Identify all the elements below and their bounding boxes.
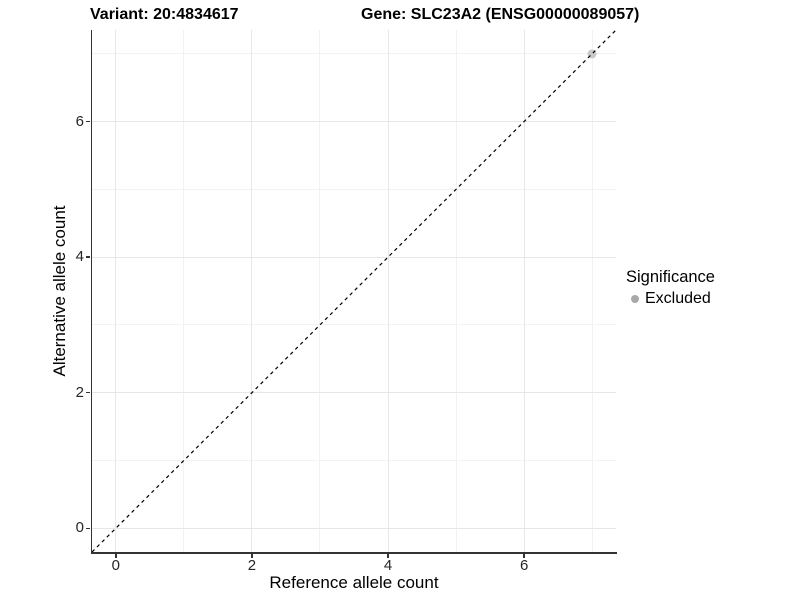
y-axis-tick bbox=[86, 527, 90, 530]
y-minor-gridline bbox=[92, 324, 616, 326]
x-minor-gridline bbox=[455, 30, 457, 552]
plot-panel bbox=[92, 30, 616, 552]
y-axis-line bbox=[90, 30, 93, 552]
x-axis-tick bbox=[251, 554, 253, 558]
x-tick-label: 0 bbox=[111, 557, 120, 574]
x-tick-label: 6 bbox=[519, 557, 529, 574]
y-tick-label: 2 bbox=[75, 383, 84, 401]
y-major-gridline bbox=[92, 256, 616, 258]
excluded-point-icon bbox=[630, 295, 639, 303]
y-axis-tick bbox=[86, 256, 90, 258]
x-major-gridline bbox=[251, 30, 253, 552]
y-major-gridline bbox=[92, 121, 616, 123]
legend-key bbox=[626, 291, 643, 308]
y-major-gridline bbox=[92, 392, 616, 394]
x-axis-line bbox=[90, 552, 617, 554]
x-major-gridline bbox=[115, 30, 117, 552]
y-axis-title: Alternative allele count bbox=[50, 205, 69, 377]
x-tick-label: 2 bbox=[247, 557, 257, 574]
legend-item-excluded: Excluded bbox=[626, 290, 715, 308]
y-tick-label: 4 bbox=[75, 248, 84, 266]
x-minor-gridline bbox=[319, 30, 321, 552]
x-major-gridline bbox=[387, 30, 389, 552]
data-point bbox=[587, 49, 597, 59]
y-axis-tick bbox=[86, 120, 90, 123]
x-tick-label: 4 bbox=[383, 557, 393, 574]
y-tick-label: 6 bbox=[75, 112, 84, 130]
legend-item-label: Excluded bbox=[645, 290, 711, 307]
legend: Significance Excluded bbox=[626, 268, 715, 308]
identity-line bbox=[92, 30, 616, 552]
x-major-gridline bbox=[523, 30, 525, 552]
y-minor-gridline bbox=[92, 53, 616, 55]
y-minor-gridline bbox=[92, 459, 616, 461]
x-axis-tick bbox=[387, 554, 389, 558]
y-major-gridline bbox=[92, 527, 616, 529]
x-minor-gridline bbox=[591, 30, 593, 552]
legend-title: Significance bbox=[626, 268, 715, 286]
plot-title-variant: Variant: 20:4834617 bbox=[90, 6, 239, 23]
x-axis-title: Reference allele count bbox=[269, 573, 439, 592]
x-axis-tick bbox=[115, 554, 117, 558]
y-minor-gridline bbox=[92, 188, 616, 190]
y-tick-label: 0 bbox=[75, 519, 84, 537]
plot-title-gene: Gene: SLC23A2 (ENSG00000089057) bbox=[361, 6, 640, 23]
x-minor-gridline bbox=[183, 30, 185, 552]
y-axis-tick bbox=[86, 391, 90, 394]
x-axis-tick bbox=[523, 554, 525, 558]
